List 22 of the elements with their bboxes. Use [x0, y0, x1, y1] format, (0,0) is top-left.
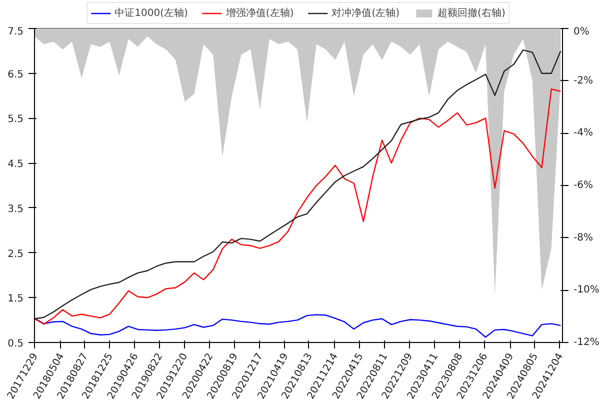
y2-tick-label: -2% [574, 75, 593, 86]
y-tick-label: 4.5 [8, 159, 24, 170]
y2-tick-label: -4% [574, 128, 593, 139]
legend-label: 增强净值(左轴) [226, 6, 294, 20]
y-tick-label: 5.5 [8, 114, 24, 126]
line-series [34, 88, 562, 325]
y-tick-label: 7.5 [8, 26, 24, 38]
y-tick-label: 2.5 [8, 248, 24, 260]
y-tick-label: 6.5 [8, 69, 24, 80]
legend-label: 中证1000(左轴) [114, 6, 188, 20]
legend-label: 超额回撤(右轴) [438, 6, 506, 20]
y2-tick-label: -10% [574, 284, 600, 296]
y-tick-label: 0.5 [8, 338, 24, 350]
legend-label: 对冲净值(左轴) [332, 6, 400, 20]
y2-tick-label: -8% [574, 232, 593, 244]
line-series [34, 314, 562, 338]
line-series [34, 49, 562, 320]
y-tick-label: 3.5 [8, 204, 24, 215]
y2-tick-label: 0% [574, 26, 590, 38]
y2-tick-label: -6% [574, 180, 593, 191]
y-tick-label: 1.5 [8, 294, 24, 305]
y2-tick-label: -12% [574, 337, 600, 348]
